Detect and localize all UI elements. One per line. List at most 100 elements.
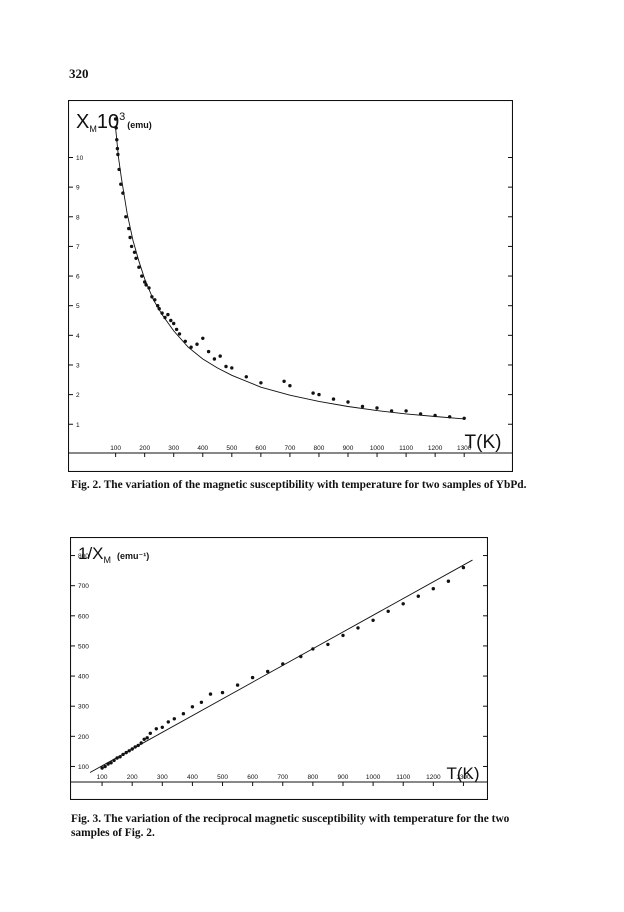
data-point xyxy=(189,345,193,349)
data-point xyxy=(114,126,118,130)
y-tick-label: 300 xyxy=(78,704,89,711)
data-point xyxy=(145,736,149,740)
data-point xyxy=(416,594,420,598)
x-tick-label: 1300 xyxy=(456,774,471,781)
data-point xyxy=(137,265,141,269)
data-point xyxy=(250,675,255,680)
x-tick-label: 1200 xyxy=(428,445,443,452)
data-point xyxy=(148,731,152,735)
y-tick-label: 200 xyxy=(78,734,89,741)
figure-caption-3: Fig. 3. The variation of the reciprocal … xyxy=(71,813,510,839)
data-point xyxy=(431,587,435,591)
fit-curve xyxy=(115,127,465,420)
data-point xyxy=(288,384,292,388)
x-tick-label: 200 xyxy=(127,774,138,781)
data-point xyxy=(144,283,148,287)
y-tick-label: 700 xyxy=(78,583,89,590)
data-point xyxy=(160,311,164,315)
data-point xyxy=(147,286,151,290)
data-point xyxy=(113,117,118,121)
data-point xyxy=(461,565,466,570)
data-point xyxy=(317,392,321,397)
data-point xyxy=(174,327,179,332)
data-point xyxy=(127,226,131,231)
x-tick-label: 700 xyxy=(277,774,288,781)
y-tick-label: 600 xyxy=(78,613,89,620)
x-tick-label: 500 xyxy=(217,774,228,781)
y-tick-label: 8 xyxy=(76,214,80,221)
data-point xyxy=(115,146,120,151)
x-tick-label: 500 xyxy=(226,445,237,452)
data-point xyxy=(360,404,365,409)
x-tick-label: 100 xyxy=(110,445,121,452)
x-tick-label: 100 xyxy=(97,774,108,781)
data-point xyxy=(282,379,286,383)
data-point xyxy=(195,342,199,346)
fit-line xyxy=(89,559,473,773)
data-point xyxy=(371,618,375,622)
data-point xyxy=(386,609,390,613)
figure-reciprocal: 100 200 300 400 500 600 700 800 900 1000 1100 1200 1… xyxy=(70,537,488,800)
data-point xyxy=(389,409,394,413)
data-point xyxy=(143,280,147,284)
data-point xyxy=(181,712,186,716)
data-point xyxy=(208,692,213,696)
data-point xyxy=(244,375,248,379)
y-tick-label: 7 xyxy=(76,244,80,251)
data-point xyxy=(124,750,128,755)
data-point xyxy=(154,727,158,731)
data-point xyxy=(117,167,121,172)
y-tick-label: 10 xyxy=(76,155,84,162)
figure-susceptibility: 100 200 300 400 500 600 700 800 900 1000 1100 1200 1… xyxy=(68,100,513,472)
data-point xyxy=(235,683,240,687)
data-point xyxy=(201,336,205,340)
x-tick-label: 200 xyxy=(139,445,150,452)
reciprocal-chart: 100 200 300 400 500 600 700 800 900 1000 1100 1200 1… xyxy=(70,537,488,800)
data-point xyxy=(199,700,204,704)
data-point xyxy=(124,215,128,219)
data-point xyxy=(136,743,140,748)
data-point xyxy=(166,312,170,317)
data-point xyxy=(103,764,107,769)
data-point xyxy=(331,397,336,401)
data-point xyxy=(172,717,176,721)
x-tick-label: 1000 xyxy=(370,445,385,452)
y-tick-label: 9 xyxy=(76,185,80,192)
x-tick-label: 600 xyxy=(255,445,266,452)
y-axis-label: XM103(emu) xyxy=(76,111,152,134)
data-point xyxy=(259,381,263,385)
y-tick-label: 500 xyxy=(78,643,89,650)
y-tick-label: 6 xyxy=(76,274,80,281)
x-tick-label: 600 xyxy=(247,774,258,781)
data-point xyxy=(140,274,144,278)
y-tick-label: 5 xyxy=(76,303,80,310)
x-tick-label: 900 xyxy=(343,445,354,452)
x-tick-label: 400 xyxy=(187,774,198,781)
data-point xyxy=(404,409,408,413)
x-tick-label: 700 xyxy=(284,445,295,452)
data-point xyxy=(448,415,452,419)
data-point xyxy=(118,755,122,759)
x-tick-label: 1300 xyxy=(457,445,472,452)
data-point xyxy=(109,761,113,765)
y-tick-label: 1 xyxy=(76,422,80,429)
y-tick-label: 2 xyxy=(76,392,80,399)
data-point xyxy=(121,191,125,195)
data-point xyxy=(356,626,360,630)
data-point xyxy=(401,602,405,606)
plot-frame xyxy=(68,100,513,472)
data-point xyxy=(100,766,104,770)
x-tick-label: 800 xyxy=(307,774,318,781)
data-point xyxy=(139,741,143,745)
data-point xyxy=(153,298,157,302)
y-tick-label: 400 xyxy=(78,674,89,681)
data-point xyxy=(166,720,170,724)
data-point xyxy=(142,737,146,741)
data-point xyxy=(311,647,315,651)
data-point xyxy=(116,152,120,157)
y-tick-label: 4 xyxy=(76,333,80,340)
data-point xyxy=(341,633,345,638)
y-tick-label: 3 xyxy=(76,362,80,369)
data-point xyxy=(375,406,379,410)
data-point xyxy=(133,745,137,749)
